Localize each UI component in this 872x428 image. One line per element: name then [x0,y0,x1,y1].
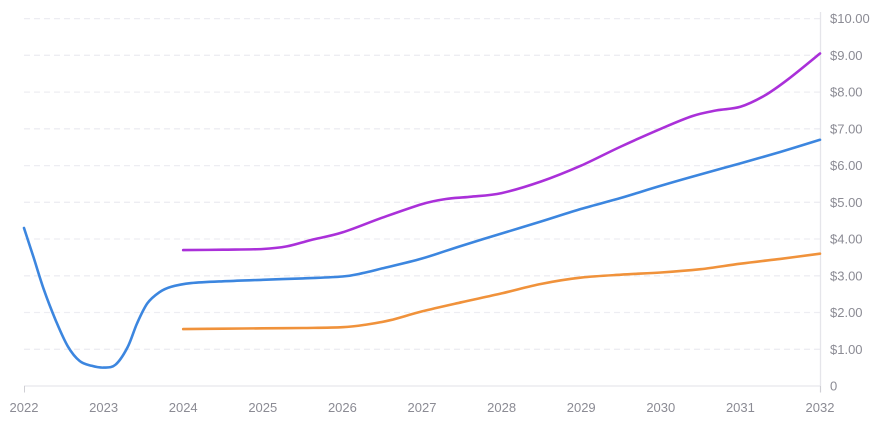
y-axis-label: $5.00 [830,195,863,210]
x-axis-label: 2032 [806,400,835,415]
x-axis-label: 2024 [169,400,198,415]
x-axis-label: 2022 [10,400,39,415]
x-axis-label: 2029 [567,400,596,415]
series-purple-line [181,52,822,252]
x-axis-label: 2025 [248,400,277,415]
y-axis-label: $1.00 [830,342,863,357]
y-axis-label: $3.00 [830,268,863,283]
y-axis-label: $9.00 [830,48,863,63]
series-blue-line [22,138,822,369]
y-axis-label: $6.00 [830,158,863,173]
x-axis-label: 2027 [408,400,437,415]
x-axis-label: 2026 [328,400,357,415]
y-axis-label: 0 [830,379,837,394]
x-axis-label: 2028 [487,400,516,415]
y-axis-label: $8.00 [830,85,863,100]
x-axis-label: 2030 [646,400,675,415]
x-axis-label: 2031 [726,400,755,415]
series-orange-line [181,252,822,331]
y-axis-label: $10.00 [830,11,870,26]
y-axis-label: $7.00 [830,121,863,136]
y-axis-label: $4.00 [830,232,863,247]
y-axis-label: $2.00 [830,305,863,320]
x-axis-label: 2023 [89,400,118,415]
